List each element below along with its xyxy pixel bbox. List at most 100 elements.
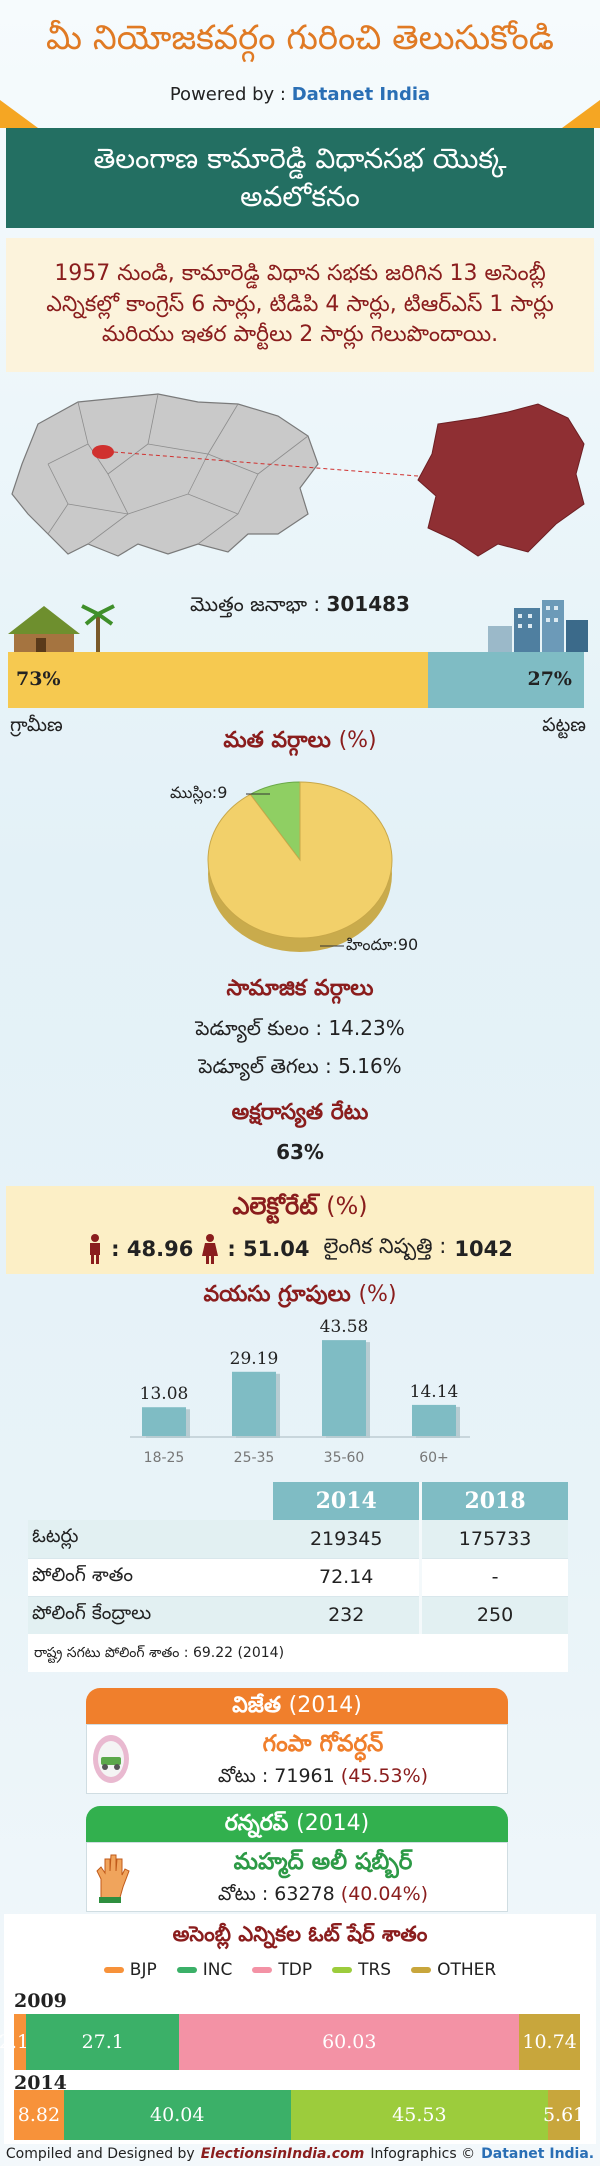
legend-swatch xyxy=(176,1967,197,1973)
rural-percent: 73% xyxy=(16,668,61,690)
corner-decoration-left xyxy=(0,100,38,128)
age-value-label: 29.19 xyxy=(230,1349,279,1369)
vote-share-legend: BJP INC TDP TRS OTHER xyxy=(4,1960,596,1980)
share-segment-other: 10.74 xyxy=(519,2014,580,2070)
age-category-label: 35-60 xyxy=(324,1450,365,1466)
summary-box: 1957 నుండి, కామారెడ్డి విధాన సభకు జరిగిన… xyxy=(6,238,594,372)
state-map-illustration xyxy=(11,393,585,557)
share-segment-bjp: 2.13 xyxy=(0,2014,41,2070)
cell-2018: 175733 xyxy=(420,1520,568,1559)
share-segment-tdp: 60.03 xyxy=(179,2014,520,2070)
cell-2014: 219345 xyxy=(273,1520,423,1559)
pie-label-muslim: ముస్లిం:9 xyxy=(170,783,227,804)
female-icon xyxy=(202,1234,219,1264)
electorate-heading: ఎలెక్టోరేట్ (%) xyxy=(6,1192,594,1226)
age-value-label: 43.58 xyxy=(320,1317,369,1337)
age-bar-chart: 13.08 18-25 29.19 25-35 43.58 35-60 14.14 60+ xyxy=(130,1317,470,1466)
electorate-row: : 48.96 : 51.04 లైంగిక నిష్పత్తి : 1042 xyxy=(6,1234,594,1264)
powered-by: Powered by : Datanet India xyxy=(0,84,600,105)
vote-share-title: అసెంబ్లీ ఎన్నికల ఓట్ షేర్ శాతం xyxy=(172,1922,428,1946)
year-label-2009: 2009 xyxy=(14,1990,67,2012)
population-total: మొత్తం జనాభా : 301483 xyxy=(0,592,600,621)
banner-title: తెలంగాణ కామారెడ్డి విధానసభ యొక్క అవలోకనం xyxy=(93,142,507,213)
sc-line: పెడ్యూల్ కులం : 14.23% xyxy=(195,1016,405,1040)
legend-item-bjp: BJP xyxy=(103,1960,157,1980)
corner-decoration-right xyxy=(562,100,600,128)
cell-2014: 232 xyxy=(273,1596,423,1635)
legend-swatch xyxy=(252,1967,273,1973)
age-bar-25-35 xyxy=(232,1371,276,1436)
runner-title: రన్నరప్ xyxy=(224,1811,289,1836)
sex-ratio-value: 1042 xyxy=(454,1237,513,1261)
age-bar-18-25 xyxy=(142,1407,186,1436)
age-value-label: 14.14 xyxy=(410,1382,459,1402)
footer: Compiled and Designed by ElectionsinIndi… xyxy=(0,2142,600,2166)
footer-brand-datanet: Datanet India. xyxy=(481,2146,595,2162)
literacy-heading: అక్షరాస్యత రేటు xyxy=(231,1100,369,1125)
pointer-line xyxy=(113,451,419,477)
winner-votes-label: వోటు : 71961 xyxy=(217,1765,335,1787)
legend-label: TDP xyxy=(278,1960,313,1980)
vote-share-bar-2009: 2.13 27.1 60.03 10.74 xyxy=(0,2014,580,2070)
population-value: 301483 xyxy=(326,592,410,616)
winner-votes-percent: (45.53%) xyxy=(340,1765,429,1787)
cell-2014: 72.14 xyxy=(273,1558,423,1597)
electorate-unit: (%) xyxy=(326,1192,368,1220)
urban-label: పట్టణ xyxy=(542,714,586,736)
rural-segment: 73% xyxy=(8,652,429,708)
constituency-map-icon xyxy=(417,403,585,557)
summary-text: 1957 నుండి, కామారెడ్డి విధాన సభకు జరిగిన… xyxy=(46,261,554,348)
winner-year: (2014) xyxy=(288,1693,362,1718)
runner-name: మహ్మద్ అలీ షబ్బీర్ xyxy=(233,1849,413,1875)
legend-label: BJP xyxy=(129,1960,157,1980)
population-label: మొత్తం జనాభా : xyxy=(190,592,321,616)
legend-item-trs: TRS xyxy=(332,1960,391,1980)
legend-swatch xyxy=(103,1967,124,1973)
runner-card: మహ్మద్ అలీ షబ్బీర్ వోటు : 63278 (40.04%) xyxy=(86,1842,508,1912)
male-percent: : 48.96 xyxy=(111,1237,194,1261)
winner-votes: వోటు : 71961 (45.53%) xyxy=(137,1765,509,1792)
winner-title: విజేత xyxy=(232,1693,281,1718)
share-segment-inc: 27.1 xyxy=(26,2014,180,2070)
table-row: ఓటర్లు 219345 175733 xyxy=(28,1520,568,1559)
legend-item-tdp: TDP xyxy=(252,1960,312,1980)
cell-2018: - xyxy=(420,1558,568,1597)
population-bar: 73% 27% xyxy=(8,652,584,708)
row-label: ఓటర్లు xyxy=(28,1520,274,1559)
vote-share-panel: అసెంబ్లీ ఎన్నికల ఓట్ షేర్ శాతం BJP INC T… xyxy=(0,1914,596,2144)
religion-title: మత వర్గాలు xyxy=(223,728,331,753)
religion-heading: మత వర్గాలు (%) xyxy=(0,728,600,758)
table-header-row: 2014 2018 xyxy=(28,1482,568,1520)
page-heading: మీ నియోజకవర్గం గురించి తెలుసుకోండి xyxy=(46,18,554,58)
powered-prefix: Powered by : xyxy=(169,84,286,105)
age-title: వయసు గ్రూపులు xyxy=(203,1282,351,1307)
village-hut-icon xyxy=(8,604,115,652)
winner-card: గంపా గోవర్ధన్ వోటు : 71961 (45.53%) xyxy=(86,1724,508,1794)
runner-votes-percent: (40.04%) xyxy=(340,1883,429,1905)
literacy-value: 63% xyxy=(276,1140,324,1164)
legend-label: INC xyxy=(202,1960,233,1980)
runner-votes: వోటు : 63278 (40.04%) xyxy=(137,1883,509,1910)
electorate-box: ఎలెక్టోరేట్ (%) : 48.96 : 51.04 లైంగిక న… xyxy=(6,1186,594,1274)
religion-unit: (%) xyxy=(338,728,377,753)
age-category-label: 60+ xyxy=(419,1450,449,1466)
legend-item-inc: INC xyxy=(176,1960,233,1980)
religion-pie-chart: ముస్లిం:9 హిందూ:90 xyxy=(170,781,418,954)
table-header-2014: 2014 xyxy=(273,1482,423,1520)
sex-ratio-label: లైంగిక నిష్పత్తి : xyxy=(323,1234,447,1258)
legend-swatch xyxy=(411,1967,432,1973)
cell-2018: 250 xyxy=(420,1596,568,1635)
share-segment-trs: 45.53 xyxy=(290,2090,549,2140)
legend-item-other: OTHER xyxy=(411,1960,496,1980)
legend-swatch xyxy=(332,1967,353,1973)
brand-datanet: Datanet India xyxy=(291,84,431,105)
row-label: పోలింగ్ కేంద్రాలు xyxy=(28,1596,274,1635)
winner-name: గంపా గోవర్ధన్ xyxy=(262,1731,384,1757)
table-row: పోలింగ్ శాతం 72.14 - xyxy=(28,1558,568,1597)
social-heading: సామాజిక వర్గాలు xyxy=(226,976,374,1001)
footer-credit: Compiled and Designed by xyxy=(5,2146,195,2162)
st-line: పెడ్యూల్ తెగలు : 5.16% xyxy=(198,1054,402,1078)
age-bar-35-60 xyxy=(322,1340,366,1436)
inc-hand-logo-icon xyxy=(96,1854,130,1903)
table-header-2018: 2018 xyxy=(420,1482,568,1520)
